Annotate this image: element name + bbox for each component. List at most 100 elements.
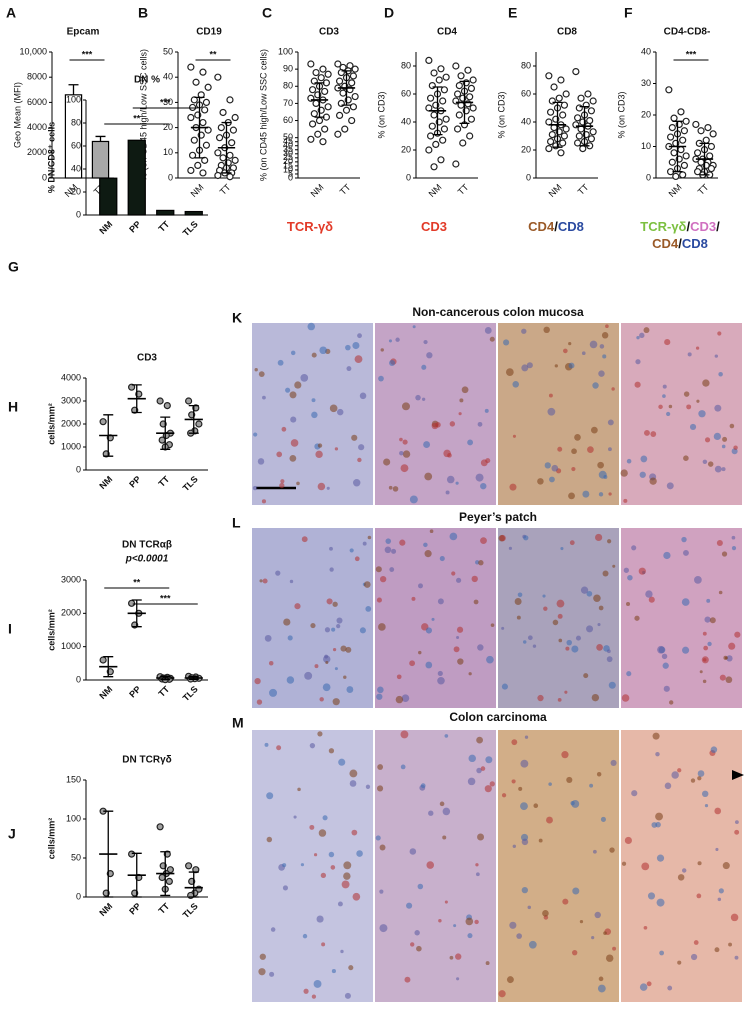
cell-texture (647, 892, 656, 900)
sd-bar (221, 121, 232, 174)
cell-texture (297, 787, 301, 792)
data-point (452, 62, 460, 70)
cell-texture (406, 902, 413, 909)
cell-texture (643, 925, 648, 930)
cell-texture (437, 676, 445, 685)
cell-texture (264, 742, 269, 747)
cell-texture (457, 658, 464, 665)
cell-texture (389, 567, 395, 572)
cell-texture (280, 479, 285, 484)
y-tick-label: 20 (71, 186, 81, 196)
data-point (231, 113, 239, 122)
cell-texture (668, 404, 673, 409)
data-point (548, 131, 556, 139)
data-point (426, 132, 435, 140)
stain-part: CD4 (652, 236, 679, 251)
data-point (156, 823, 164, 831)
cell-texture (528, 940, 537, 949)
y-tick-label: 30 (283, 148, 293, 158)
data-point (187, 166, 195, 175)
y-tick-label: 10 (163, 147, 173, 157)
cell-texture (663, 551, 671, 560)
cell-texture (595, 533, 603, 542)
cell-texture (289, 391, 297, 399)
cell-texture (724, 656, 728, 660)
cell-texture (388, 339, 392, 343)
y-tick-label: 4000 (27, 122, 47, 132)
x-tick-label: TT (696, 182, 711, 197)
cell-texture (565, 646, 570, 651)
y-tick-label: 8000 (27, 72, 47, 82)
cell-texture (511, 779, 516, 784)
cell-texture (520, 759, 529, 768)
data-point (231, 156, 239, 164)
cell-texture (442, 807, 451, 816)
cell-texture (354, 355, 363, 364)
cell-texture (383, 458, 391, 466)
data-point (202, 141, 211, 149)
cell-texture (348, 965, 354, 971)
cell-texture (402, 450, 411, 458)
y-tick-label: 0 (42, 172, 47, 182)
data-point (156, 397, 164, 405)
cell-texture (583, 673, 589, 679)
data-point (430, 163, 438, 171)
cell-texture (620, 469, 628, 477)
cell-texture (643, 327, 650, 334)
cell-texture (681, 868, 687, 873)
cell-texture (316, 915, 324, 923)
data-point (546, 108, 555, 116)
data-point (430, 111, 438, 119)
cell-texture (303, 988, 309, 994)
cell-texture (300, 374, 309, 382)
cell-texture (478, 560, 484, 566)
cell-texture (704, 437, 711, 443)
cell-texture (656, 854, 665, 862)
cell-texture (568, 492, 575, 500)
cell-texture (431, 422, 439, 430)
cell-texture (624, 836, 632, 845)
cell-texture (294, 603, 301, 610)
data-point (559, 139, 567, 147)
data-point (707, 142, 716, 151)
cell-texture (376, 785, 384, 792)
cell-texture (699, 670, 703, 674)
y-axis-label: % (on CD45 high/Low SSC cells) (138, 49, 148, 181)
cell-texture (498, 990, 506, 998)
y-tick-label: 45 (283, 136, 293, 146)
data-point (351, 92, 359, 101)
data-point (455, 111, 463, 119)
y-tick-label: 20 (521, 144, 531, 154)
data-point (307, 135, 315, 143)
cell-texture (591, 693, 600, 702)
cell-texture (713, 432, 722, 441)
panel-letter: D (384, 5, 394, 21)
cell-texture (503, 339, 510, 346)
cell-texture (639, 332, 645, 339)
cell-texture (651, 822, 658, 828)
y-tick-label: 0 (76, 464, 81, 474)
error-bar (68, 84, 79, 95)
x-tick-label: PP (127, 219, 143, 235)
data-point (190, 96, 198, 104)
cell-texture (697, 861, 702, 866)
cell-texture (532, 644, 537, 648)
data-point (453, 90, 462, 98)
cell-texture (697, 776, 702, 781)
cell-texture (656, 898, 665, 907)
cell-texture (302, 933, 308, 939)
image-m4 (621, 730, 742, 1002)
cell-texture (561, 751, 569, 759)
cell-texture (399, 437, 403, 442)
chart-title: DN % (134, 75, 160, 86)
cell-texture (501, 683, 508, 690)
data-point (187, 63, 195, 71)
y-tick-label: 20 (401, 144, 411, 154)
data-point (158, 436, 166, 444)
data-point (349, 103, 358, 111)
cell-texture (283, 618, 291, 626)
data-point (437, 65, 445, 73)
cell-texture (657, 645, 665, 654)
data-point (435, 76, 443, 84)
cell-texture (607, 649, 611, 654)
